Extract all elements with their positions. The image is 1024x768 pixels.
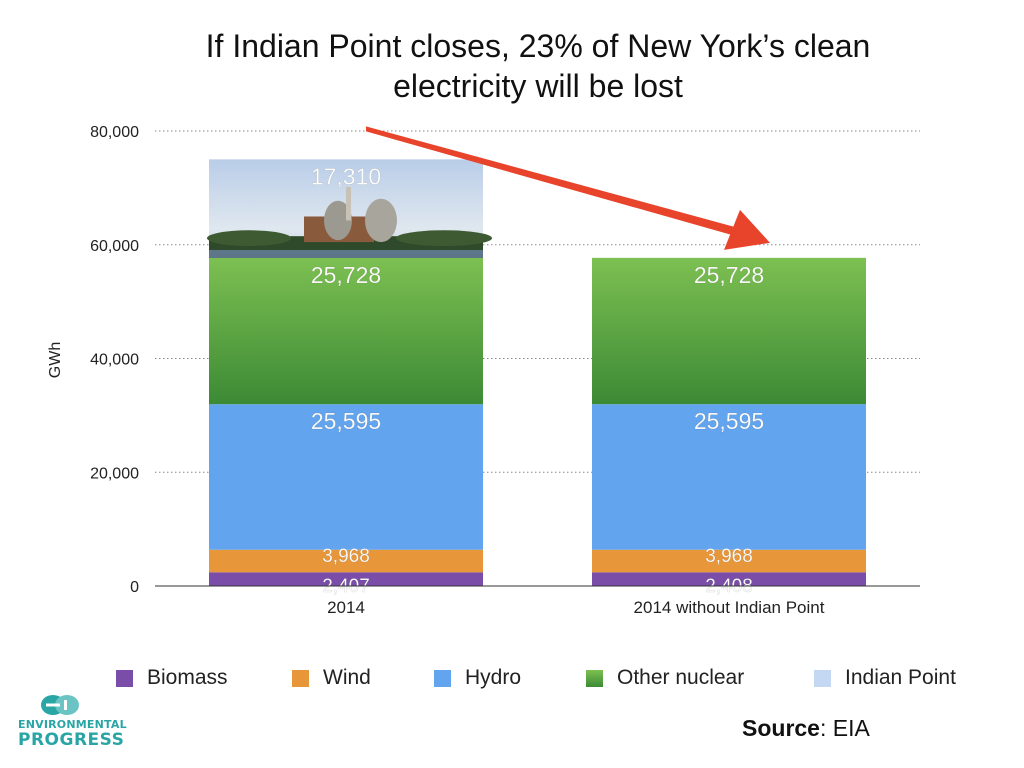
bar-segment-hydro [592,404,866,550]
environmental-progress-logo: ENVIRONMENTAL PROGRESS [18,694,127,750]
y-axis-label: GWh [47,342,64,378]
legend-item-other-nuclear: Other nuclear [586,666,744,690]
data-label: 3,968 [322,546,370,567]
source-value: : EIA [819,715,870,741]
data-label: 25,595 [694,408,764,434]
legend-label: Wind [323,666,371,689]
data-label: 25,595 [311,408,381,434]
data-label: 2,407 [322,576,370,597]
bar-segment-biomass [209,572,483,586]
data-label: 2,408 [705,576,753,597]
source-note: Source: EIA [742,715,870,742]
chart-title-line-1: If Indian Point closes, 23% of New York’… [205,28,871,64]
legend-label: Indian Point [845,666,956,689]
x-tick-label: 2014 without Indian Point [634,598,825,617]
bar-segment-wind [592,549,866,573]
y-tick-label: 60,000 [90,238,139,255]
x-tick-label: 2014 [327,598,365,617]
legend: Biomass Wind Hydro Other nuclear Indian Poin… [0,666,1024,694]
chart-title-line-2: electricity will be lost [393,68,683,104]
bar-segment-other-nuclear [209,257,483,405]
y-tick-label: 40,000 [90,352,139,369]
y-tick-label: 20,000 [90,465,139,482]
bar-segment-other-nuclear [592,257,866,405]
y-tick-label: 80,000 [90,124,139,141]
bar-segment-hydro [209,404,483,550]
plant-water [209,249,483,258]
legend-label: Biomass [147,666,228,689]
legend-label: Other nuclear [617,666,745,689]
source-label: Source [742,715,820,741]
bar-segment-wind [209,549,483,573]
data-label: 25,728 [694,262,764,288]
logo-line-2: PROGRESS [18,730,125,750]
legend-swatch [434,669,451,687]
annotation-arrow-line [366,126,738,236]
bar-segment-biomass [592,572,866,586]
plant-dome [324,200,352,241]
plant-trees [207,230,291,247]
plant-dome [365,198,397,243]
legend-item-indian-point: Indian Point [814,666,956,690]
plant-trees [396,230,492,247]
legend-swatch [814,669,831,687]
legend-item-wind: Wind [292,666,371,690]
data-label: 17,310 [311,163,381,189]
chart-title: If Indian Point closes, 23% of New York’… [0,26,1024,106]
legend-label: Hydro [465,666,522,689]
data-label: 25,728 [311,262,381,288]
logo-icon [41,695,79,715]
logo-line-1: ENVIRONMENTAL [18,718,127,731]
legend-item-hydro: Hydro [434,666,521,690]
annotation-arrow-head [724,209,770,250]
legend-item-biomass: Biomass [116,666,228,690]
plant-stack [346,186,351,221]
legend-swatch [292,669,309,687]
legend-swatch [116,669,133,687]
legend-swatch [586,669,603,687]
data-label: 3,968 [705,546,753,567]
y-tick-label: 0 [130,579,139,596]
